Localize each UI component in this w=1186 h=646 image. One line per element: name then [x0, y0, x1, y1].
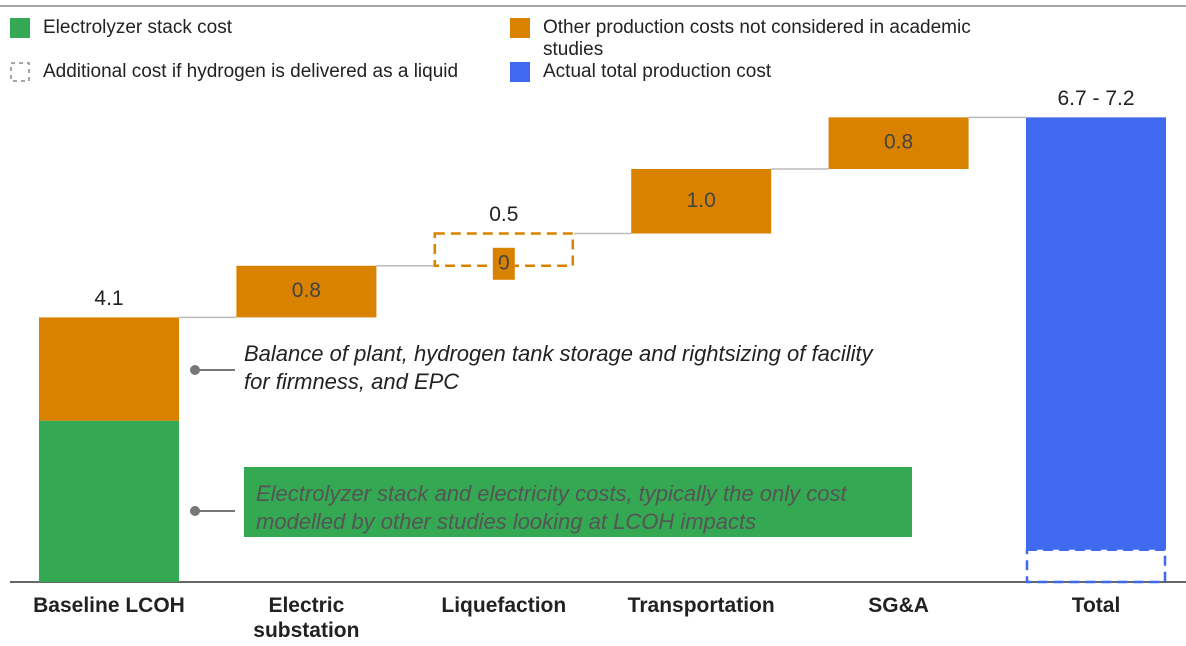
- dashed-bar: [1025, 548, 1167, 584]
- dashed-bar: [433, 232, 575, 268]
- total-label: 6.7 - 7.2: [1057, 87, 1134, 110]
- legend-label: Electrolyzer stack cost: [43, 17, 232, 38]
- legend-swatch: [10, 62, 30, 82]
- legend-label: Additional cost if hydrogen is delivered…: [43, 61, 459, 82]
- x-tick-label: Liquefaction: [441, 594, 567, 617]
- label-chip: [492, 247, 515, 280]
- total-label: 0.5: [489, 203, 518, 226]
- legend-label: Actual total production cost: [543, 61, 772, 82]
- bar: [828, 117, 969, 169]
- bar: [236, 265, 377, 318]
- value-label: 0: [498, 251, 510, 274]
- total-label: 4.1: [94, 287, 123, 310]
- legend-swatch: [10, 18, 30, 38]
- legend-label: Other production costs not considered in…: [543, 17, 971, 60]
- bar: [39, 317, 179, 421]
- bar: [39, 420, 179, 582]
- x-tick-label: SG&A: [868, 594, 929, 617]
- annotation-dot: [190, 365, 200, 375]
- x-tick-label: Baseline LCOH: [33, 594, 185, 617]
- x-tick-label: Electric substation: [253, 594, 360, 642]
- bar: [631, 168, 772, 234]
- value-label: 1.0: [687, 189, 716, 212]
- annotation-dot: [190, 506, 200, 516]
- x-tick-label: Transportation: [627, 594, 775, 617]
- x-tick-label: Total: [1071, 594, 1121, 617]
- annotation: Electrolyzer stack and electricity costs…: [244, 467, 912, 537]
- bar: [1026, 117, 1166, 550]
- legend-swatch: [510, 62, 530, 82]
- legend-swatch: [510, 18, 530, 38]
- annotation: Balance of plant, hydrogen tank storage …: [244, 341, 873, 394]
- value-label: 0.8: [292, 279, 321, 302]
- value-label: 0.8: [884, 131, 913, 154]
